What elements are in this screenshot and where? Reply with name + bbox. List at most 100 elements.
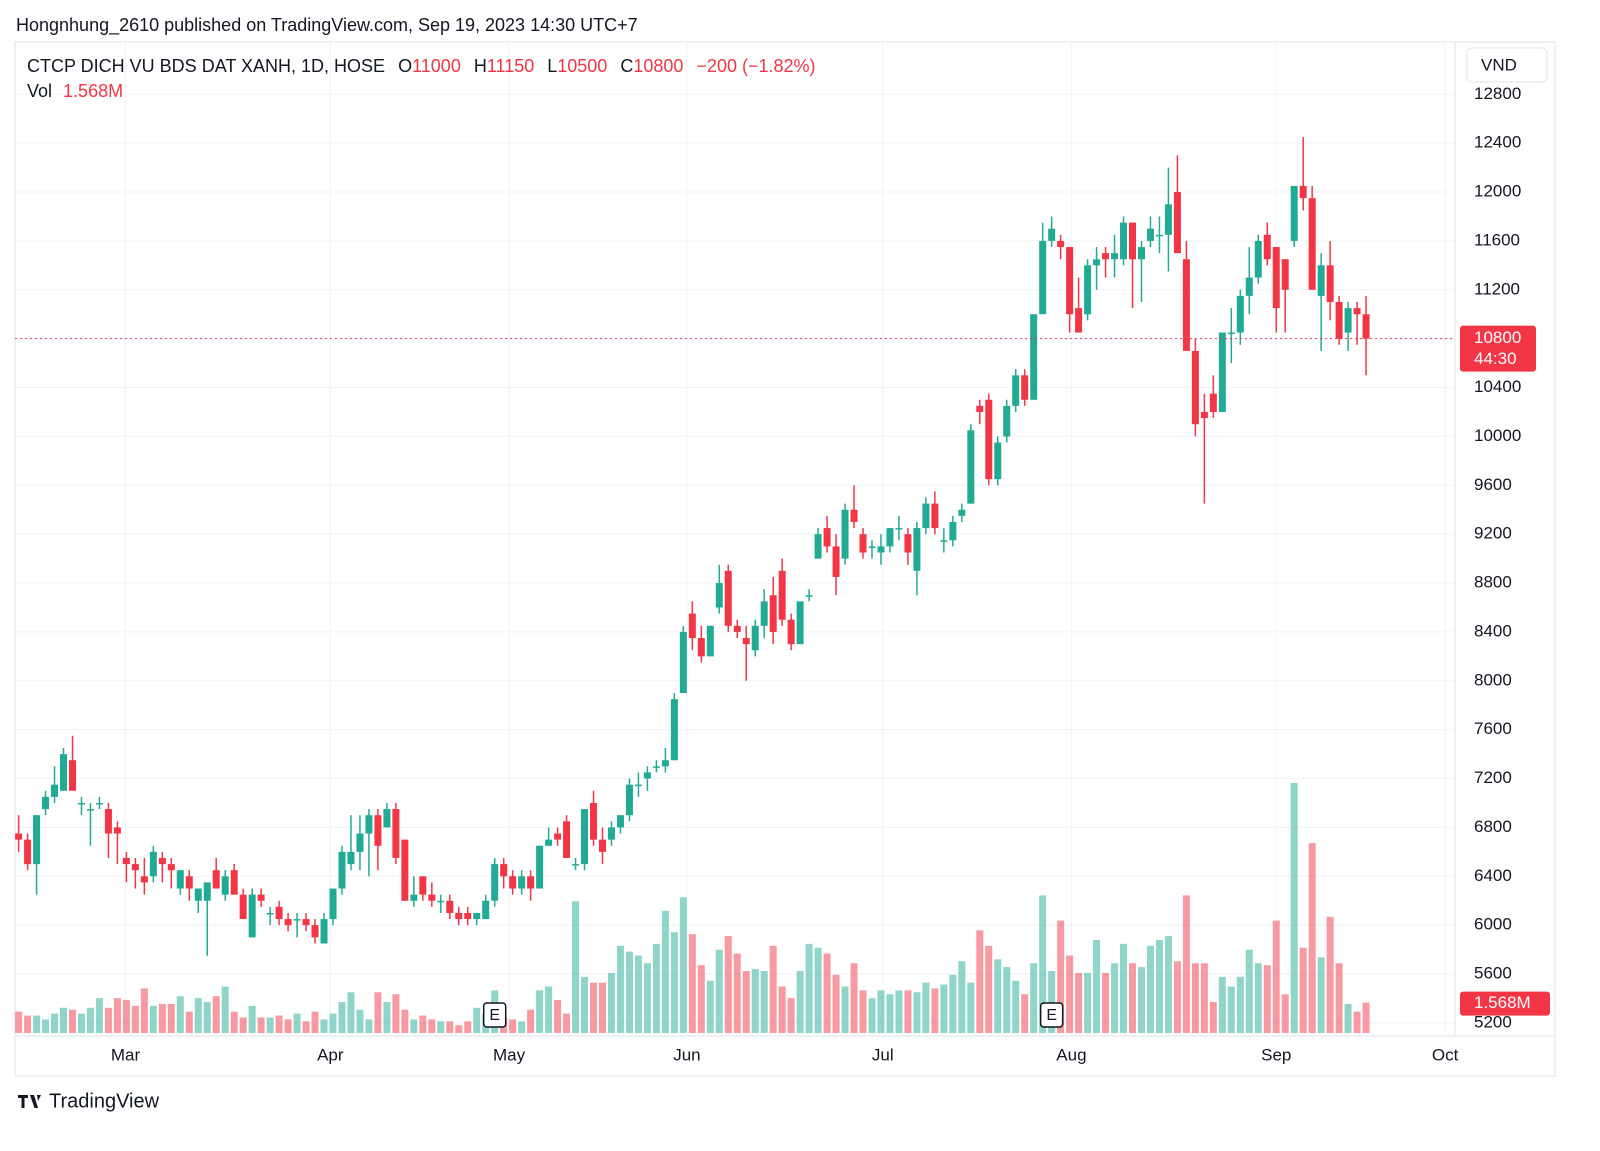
candle-body (877, 546, 885, 553)
candle-body (1164, 204, 1172, 235)
volume-bar (868, 998, 876, 1033)
volume-bar (536, 990, 544, 1033)
volume-bar (311, 1011, 319, 1033)
volume-bar (841, 986, 849, 1033)
volume-bar (1263, 965, 1271, 1033)
candle-body (1290, 185, 1298, 241)
candle-body (518, 876, 526, 889)
candle-body (823, 528, 831, 547)
candle-body (257, 894, 265, 901)
volume-bar (1344, 1003, 1352, 1033)
volume-bar (42, 1019, 50, 1033)
volume-bar (1182, 895, 1190, 1033)
brand-logo (18, 1095, 41, 1108)
candle-body (383, 809, 391, 828)
volume-bar (1245, 949, 1253, 1033)
low-label: L (547, 56, 557, 76)
close-label: C (620, 56, 633, 76)
volume-bar (1137, 967, 1145, 1033)
candle-body (643, 772, 651, 779)
volume-bar (751, 969, 759, 1033)
event-label: E (1046, 1007, 1057, 1024)
candle-body (1344, 308, 1352, 333)
candle-body (994, 442, 1002, 480)
open-label: O (398, 56, 412, 76)
volume-bar (221, 986, 229, 1033)
volume-bar (706, 980, 714, 1033)
candle-body (886, 528, 894, 547)
candle-body (1182, 259, 1190, 351)
candle-body (293, 919, 301, 921)
volume-bar (1057, 920, 1065, 1033)
candle-body (940, 540, 948, 542)
candle-body (1200, 411, 1208, 419)
volume-bar (140, 988, 148, 1033)
candle-body (895, 528, 903, 530)
volume-bar (302, 1021, 310, 1033)
volume-bar (1335, 963, 1343, 1033)
candle-body (1111, 253, 1119, 260)
candle-body (491, 864, 499, 901)
volume-bar (509, 1019, 517, 1033)
volume-bar (33, 1015, 41, 1033)
volume-bar (994, 959, 1002, 1033)
candle-body (545, 839, 553, 846)
volume-bar (1120, 943, 1128, 1033)
candle-body (616, 815, 624, 828)
volume-bar (401, 1009, 409, 1033)
candle-body (51, 784, 59, 797)
volume-bar (158, 1003, 166, 1033)
candle-body (572, 864, 580, 866)
volume-bar (670, 932, 678, 1033)
y-tick-label: 12800 (1474, 84, 1521, 103)
volume-bar (625, 951, 633, 1033)
volume-bar (104, 1007, 112, 1033)
candle-body (428, 894, 436, 901)
y-tick-label: 12400 (1474, 133, 1521, 152)
candle-body (1075, 308, 1083, 333)
candle-body (967, 430, 975, 504)
candle-body (913, 528, 921, 571)
candle-body (1146, 228, 1154, 241)
candle-body (1362, 314, 1370, 339)
y-tick-label: 10000 (1474, 426, 1521, 445)
low-value: 10500 (557, 56, 607, 76)
candle-body (42, 796, 50, 810)
volume-bar (446, 1021, 454, 1033)
candle-body (769, 595, 777, 632)
volume-bar (949, 974, 957, 1033)
candle-body (1030, 314, 1038, 400)
candle-body (607, 827, 615, 840)
candle-body (688, 613, 696, 639)
publisher-line: Hongnhung_2610 published on TradingView.… (16, 15, 638, 36)
volume-bar (437, 1021, 445, 1033)
candle-body (1066, 247, 1074, 315)
candle-body (446, 900, 454, 913)
volume-bar (805, 943, 813, 1033)
currency-box[interactable] (1466, 47, 1548, 83)
volume-bar (428, 1019, 436, 1033)
candle-body (149, 851, 157, 877)
change: −200 (−1.82%) (696, 56, 815, 76)
volume-bar (967, 982, 975, 1033)
candle-body (33, 815, 41, 865)
candle-layer (15, 137, 1370, 956)
volume-tag (1460, 991, 1550, 1016)
candle-body (140, 876, 148, 883)
volume-bar (266, 1017, 274, 1033)
volume-bar (1048, 970, 1056, 1033)
axes: 5200 5600 6000 6400 6800 7200 7600 8000 8400 8800… (15, 84, 1550, 1064)
volume-bar (185, 1011, 193, 1033)
volume-bar (149, 1005, 157, 1033)
candle-body (275, 906, 283, 920)
candle-body (230, 870, 238, 895)
volume-bar (1254, 963, 1262, 1033)
volume-bar (1173, 961, 1181, 1033)
volume-bar (976, 930, 984, 1033)
candle-body (104, 809, 112, 834)
candle-body (670, 699, 678, 761)
volume-bar (572, 901, 580, 1033)
volume-bar (1308, 843, 1316, 1033)
candle-body (1120, 222, 1128, 260)
candle-body (841, 509, 849, 559)
